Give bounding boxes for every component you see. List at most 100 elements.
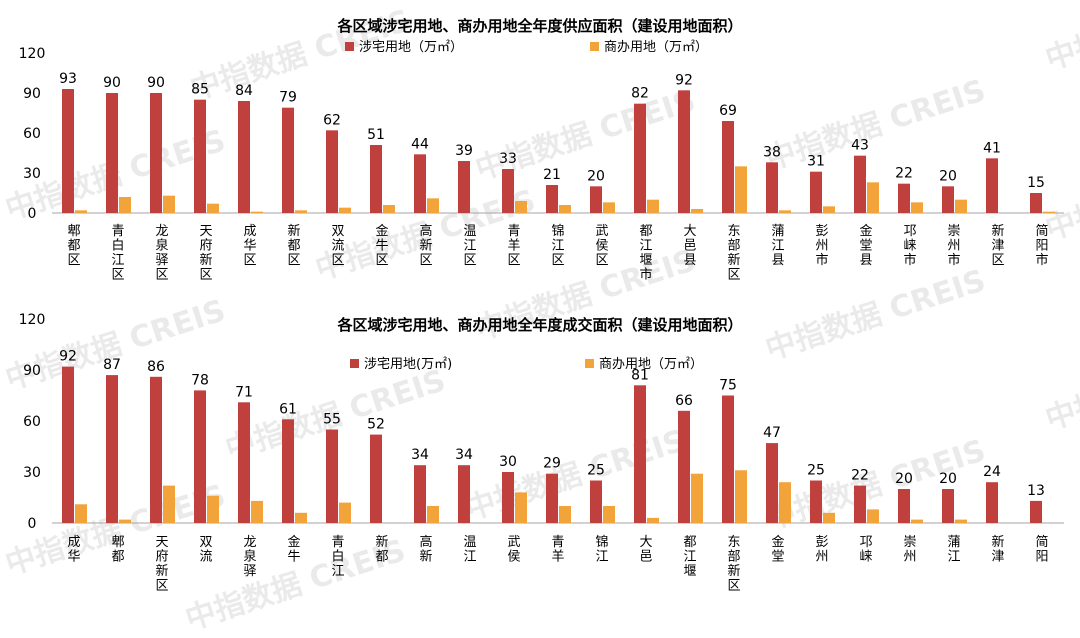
bar-value-label: 33 bbox=[499, 151, 517, 167]
y-tick-label: 0 bbox=[28, 516, 37, 532]
y-tick-label: 90 bbox=[23, 363, 41, 379]
category-label: 锦江 bbox=[595, 535, 608, 565]
category-label: 东部新区 bbox=[727, 535, 740, 594]
residential-bar bbox=[1030, 193, 1042, 213]
category-label: 高新区 bbox=[419, 223, 432, 268]
y-tick-label: 90 bbox=[23, 86, 41, 102]
bar-value-label: 71 bbox=[235, 384, 253, 400]
category-label: 温江区 bbox=[463, 224, 476, 268]
residential-bar bbox=[942, 489, 954, 523]
residential-bar bbox=[458, 465, 470, 523]
category-label: 都江堰市 bbox=[639, 224, 652, 283]
bar-value-label: 87 bbox=[103, 357, 121, 373]
bar-value-label: 44 bbox=[411, 136, 429, 152]
commercial-bar bbox=[559, 506, 571, 523]
bar-value-label: 85 bbox=[191, 82, 209, 98]
residential-bar bbox=[810, 480, 822, 523]
bar-value-label: 20 bbox=[895, 471, 913, 487]
bar-value-label: 25 bbox=[807, 463, 825, 479]
category-label: 天府新区 bbox=[155, 535, 168, 594]
bar-value-label: 47 bbox=[763, 425, 781, 441]
residential-bar bbox=[898, 489, 910, 523]
commercial-bar bbox=[119, 519, 131, 523]
category-label: 金堂 bbox=[771, 534, 784, 565]
residential-bar bbox=[854, 155, 866, 213]
bar-value-label: 34 bbox=[411, 447, 429, 463]
category-label: 龙泉驿 bbox=[243, 535, 256, 579]
category-label: 青白江 bbox=[331, 535, 344, 579]
residential-bar bbox=[546, 185, 558, 213]
bar-value-label: 66 bbox=[675, 393, 693, 409]
residential-bar bbox=[590, 480, 602, 523]
residential-bar bbox=[106, 375, 118, 523]
category-label: 双流区 bbox=[331, 224, 344, 268]
bar-value-label: 34 bbox=[455, 447, 473, 463]
residential-bar bbox=[766, 162, 778, 213]
residential-bar bbox=[854, 485, 866, 523]
residential-bar bbox=[238, 101, 250, 213]
residential-bar bbox=[678, 90, 690, 213]
commercial-bar bbox=[647, 517, 659, 523]
bar-value-label: 20 bbox=[939, 168, 957, 184]
commercial-bar bbox=[823, 206, 835, 213]
chart-title: 各区域涉宅用地、商办用地全年度供应面积（建设用地面积） bbox=[336, 17, 742, 35]
y-tick-label: 120 bbox=[19, 312, 46, 328]
y-tick-label: 60 bbox=[23, 126, 41, 142]
bar-value-label: 22 bbox=[895, 166, 913, 182]
residential-bar bbox=[634, 385, 646, 523]
category-label: 武侯 bbox=[507, 535, 520, 565]
commercial-bar bbox=[867, 509, 879, 523]
category-label: 郫都 bbox=[111, 534, 124, 565]
category-label: 邛崃 bbox=[859, 535, 872, 565]
category-label: 成华 bbox=[67, 535, 80, 565]
commercial-bar bbox=[119, 197, 131, 213]
residential-bar bbox=[62, 89, 74, 213]
category-label: 蒲江 bbox=[947, 535, 960, 565]
bar-value-label: 41 bbox=[983, 140, 1001, 156]
residential-bar bbox=[986, 158, 998, 213]
category-label: 武侯区 bbox=[595, 224, 608, 268]
bar-value-label: 62 bbox=[323, 112, 341, 128]
commercial-bar bbox=[207, 203, 219, 213]
bar-value-label: 79 bbox=[279, 90, 297, 106]
category-label: 天府新区 bbox=[199, 224, 212, 283]
residential-bar bbox=[942, 186, 954, 213]
y-tick-label: 0 bbox=[28, 206, 37, 222]
category-label: 郫都区 bbox=[67, 223, 80, 268]
residential-bar bbox=[722, 121, 734, 213]
y-tick-label: 60 bbox=[23, 414, 41, 430]
residential-bar bbox=[150, 93, 162, 213]
residential-bar bbox=[766, 443, 778, 523]
commercial-bar bbox=[735, 166, 747, 213]
residential-bar bbox=[502, 169, 514, 213]
category-label: 都江堰 bbox=[683, 535, 696, 579]
category-label: 崇州 bbox=[903, 535, 916, 565]
commercial-bar bbox=[735, 470, 747, 523]
residential-bar bbox=[678, 410, 690, 523]
commercial-bar bbox=[75, 210, 87, 213]
y-tick-label: 30 bbox=[23, 166, 41, 182]
commercial-bar bbox=[559, 205, 571, 213]
category-label: 东部新区 bbox=[727, 224, 740, 283]
commercial-bar bbox=[779, 210, 791, 213]
category-label: 高新 bbox=[419, 534, 432, 565]
residential-bar bbox=[1030, 500, 1042, 523]
bar-value-label: 43 bbox=[851, 138, 869, 154]
commercial-bar bbox=[163, 485, 175, 523]
bar-value-label: 93 bbox=[59, 71, 77, 87]
residential-bar bbox=[722, 395, 734, 523]
commercial-bar bbox=[691, 473, 703, 523]
category-label: 崇州市 bbox=[947, 224, 960, 268]
commercial-bar bbox=[911, 202, 923, 213]
residential-bar bbox=[282, 107, 294, 213]
category-label: 锦江区 bbox=[551, 224, 564, 268]
commercial-bar bbox=[603, 202, 615, 213]
bar-value-label: 78 bbox=[191, 372, 209, 388]
category-label: 青白江区 bbox=[111, 224, 124, 283]
commercial-bar bbox=[251, 500, 263, 523]
y-tick-label: 120 bbox=[19, 46, 46, 62]
category-label: 新都 bbox=[375, 534, 388, 565]
bar-value-label: 24 bbox=[983, 464, 1001, 480]
category-label: 邛崃市 bbox=[903, 224, 916, 268]
residential-bar bbox=[590, 186, 602, 213]
